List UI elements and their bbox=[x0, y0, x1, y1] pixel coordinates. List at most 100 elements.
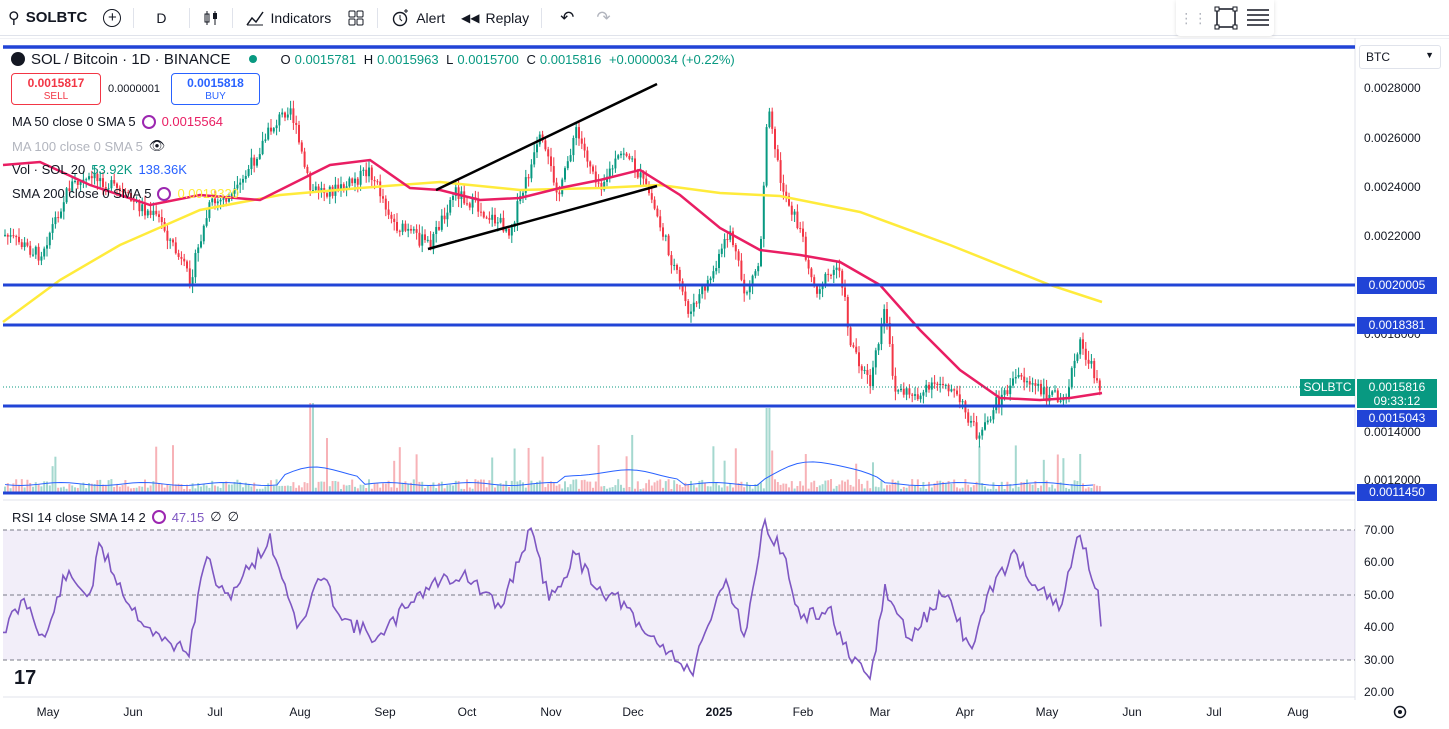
undo-button[interactable]: ↶ bbox=[546, 0, 588, 36]
volume-bar bbox=[883, 488, 886, 493]
select-rectangle-icon[interactable] bbox=[1214, 6, 1238, 30]
object-tree-icon[interactable] bbox=[1245, 6, 1271, 30]
candle-body bbox=[368, 167, 370, 177]
volume-bar bbox=[813, 480, 816, 493]
volume-bar bbox=[1087, 487, 1090, 493]
candle-body bbox=[418, 232, 421, 246]
ma50-legend[interactable]: MA 50 close 0 SMA 5 0.0015564 bbox=[12, 114, 223, 129]
candle-body bbox=[942, 383, 944, 386]
rsi-na-value: ∅ bbox=[227, 509, 239, 524]
time-tick: Jun bbox=[1122, 705, 1141, 719]
settings-gear-icon[interactable] bbox=[1393, 705, 1407, 719]
sell-button[interactable]: 0.0015817 SELL bbox=[11, 73, 101, 105]
currency-dropdown[interactable]: BTC ▼ bbox=[1359, 45, 1441, 69]
candle-body bbox=[653, 199, 656, 209]
volume-bar bbox=[236, 479, 239, 493]
volume-bar bbox=[600, 486, 603, 493]
candle-body bbox=[200, 241, 202, 248]
symbol-legend: SOL / Bitcoin · 1D · BINANCE O 0.0015781 … bbox=[11, 47, 739, 71]
volume-bar bbox=[925, 488, 928, 493]
drag-handle-icon[interactable]: ⋮⋮ bbox=[1179, 9, 1208, 26]
sma200-legend[interactable]: SMA 200 close 0 SMA 5 0.0019320 bbox=[12, 186, 239, 201]
volume-bar bbox=[533, 484, 536, 493]
candle-body bbox=[1042, 387, 1045, 395]
rsi-legend[interactable]: RSI 14 close SMA 14 2 47.15 ∅ ∅ bbox=[12, 509, 239, 525]
volume-bar bbox=[272, 485, 275, 493]
volume-legend[interactable]: Vol · SOL 20 53.92K 138.36K bbox=[12, 162, 187, 177]
candle-body bbox=[382, 196, 384, 199]
divider bbox=[133, 7, 135, 28]
volume-bar bbox=[1090, 487, 1093, 493]
volume-bar bbox=[188, 488, 191, 493]
candle-body bbox=[757, 266, 760, 272]
volume-bar bbox=[1079, 453, 1082, 493]
candle-body bbox=[390, 214, 393, 219]
level-label: 0.0018381 bbox=[1357, 317, 1437, 334]
candle-body bbox=[320, 187, 323, 193]
candle-body bbox=[407, 228, 410, 231]
volume-value: 53.92K bbox=[91, 162, 133, 177]
volume-bar bbox=[270, 480, 272, 493]
chart-type-button[interactable] bbox=[194, 0, 228, 36]
eye-hidden-icon[interactable]: 👁 bbox=[148, 138, 166, 153]
volume-bar bbox=[93, 484, 96, 493]
ma100-legend[interactable]: MA 100 close 0 SMA 5 👁 bbox=[12, 138, 165, 154]
horizontal-levels[interactable] bbox=[3, 45, 1355, 495]
drawing-tools-panel: ⋮⋮ bbox=[1176, 0, 1274, 36]
interval-button[interactable]: D bbox=[138, 0, 184, 36]
compare-button[interactable]: + bbox=[95, 0, 129, 36]
volume-bar bbox=[404, 481, 407, 493]
candle-body bbox=[1012, 378, 1014, 386]
volume-bar bbox=[474, 479, 477, 493]
volume-bar bbox=[1026, 479, 1028, 493]
candle-body bbox=[300, 142, 303, 152]
volume-bar bbox=[530, 480, 533, 493]
candle-body bbox=[919, 395, 922, 400]
volume-bar bbox=[477, 480, 480, 493]
volume-bar bbox=[26, 479, 29, 493]
volume-bar bbox=[998, 485, 1000, 493]
candle-body bbox=[104, 187, 107, 189]
candle-body bbox=[298, 124, 300, 143]
price-chart[interactable]: 0.0028000 0.0026000 0.0024000 0.0022000 0.00… bbox=[0, 38, 1449, 729]
candle-body bbox=[48, 232, 51, 246]
candle-body bbox=[536, 144, 538, 153]
volume-bar bbox=[435, 488, 438, 493]
candle-body bbox=[365, 169, 368, 177]
alert-button[interactable]: Alert bbox=[382, 0, 453, 36]
candle-body bbox=[166, 230, 169, 241]
layouts-button[interactable] bbox=[339, 0, 373, 36]
candle-body bbox=[860, 366, 863, 371]
time-tick: Oct bbox=[458, 705, 477, 719]
buy-button[interactable]: 0.0015818 BUY bbox=[171, 73, 260, 105]
candle-body bbox=[849, 327, 852, 346]
rising-wedge-trendlines[interactable] bbox=[427, 82, 658, 251]
buy-price: 0.0015818 bbox=[187, 76, 244, 90]
candle-body bbox=[947, 384, 950, 392]
price-tick: 0.0012000 bbox=[1364, 473, 1421, 487]
candle-body bbox=[457, 187, 460, 199]
indicators-button[interactable]: Indicators bbox=[237, 0, 340, 36]
candle-body bbox=[292, 108, 295, 123]
candle-body bbox=[622, 153, 625, 155]
candle-body bbox=[821, 286, 824, 290]
redo-button[interactable]: ↷ bbox=[588, 0, 618, 36]
candle-body bbox=[1076, 354, 1079, 361]
replay-button[interactable]: ◀◀ Replay bbox=[453, 0, 537, 36]
volume-bar bbox=[432, 482, 435, 493]
volume-bar bbox=[144, 479, 146, 493]
close-label: C bbox=[526, 51, 536, 67]
volume-bar bbox=[169, 485, 172, 493]
symbol-search[interactable]: ⚲ SOLBTC bbox=[0, 0, 95, 36]
candle-body bbox=[144, 204, 146, 216]
volume-bar bbox=[1042, 459, 1045, 493]
candle-body bbox=[468, 203, 471, 208]
volume-bar bbox=[869, 488, 872, 493]
candle-body bbox=[116, 183, 118, 188]
volume-bar bbox=[337, 481, 340, 493]
volume-bar bbox=[482, 479, 485, 493]
low-label: L bbox=[446, 51, 454, 67]
candle-body bbox=[452, 195, 454, 200]
candle-body bbox=[992, 410, 995, 420]
candle-body bbox=[922, 392, 925, 396]
